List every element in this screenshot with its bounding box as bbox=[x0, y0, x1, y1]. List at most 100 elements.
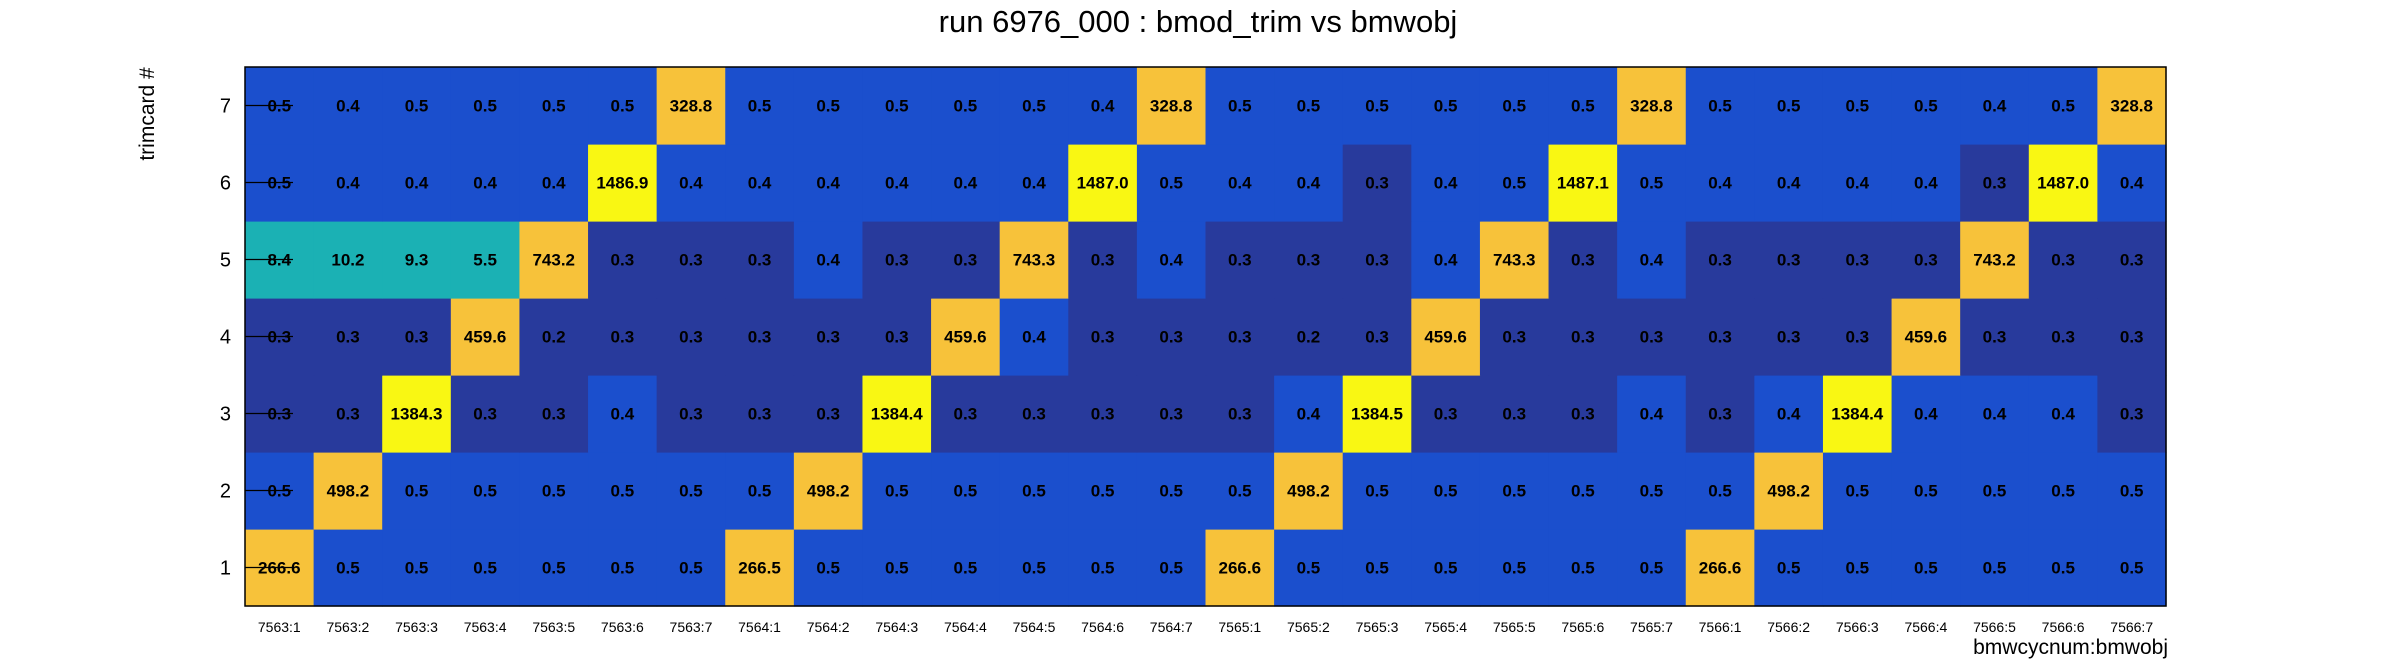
x-axis: 7563:1 7563:2 7563:3 7563:4 7563:5 7563:6 7563… bbox=[258, 619, 2153, 635]
heatmap-cell bbox=[999, 298, 1069, 376]
cell-value-label: 0.3 bbox=[1091, 405, 1115, 424]
cell-value-label: 0.5 bbox=[1777, 97, 1801, 116]
heatmap-cell bbox=[931, 144, 1001, 222]
cell-value-label: 0.5 bbox=[2051, 97, 2075, 116]
heatmap-cell bbox=[1479, 221, 1550, 299]
heatmap-cell bbox=[1548, 529, 1618, 607]
cell-value-label: 0.5 bbox=[1365, 559, 1389, 578]
heatmap-cell bbox=[313, 144, 383, 222]
cell-value-label: 0.3 bbox=[1845, 328, 1869, 347]
heatmap-cell bbox=[1754, 67, 1824, 145]
heatmap-cell bbox=[1891, 144, 1961, 222]
cell-value-label: 0.5 bbox=[611, 97, 635, 116]
cell-value-label: 0.4 bbox=[748, 174, 772, 193]
heatmap-cell bbox=[588, 298, 658, 376]
x-tick-label: 7565:2 bbox=[1287, 619, 1330, 635]
cell-value-label: 0.3 bbox=[611, 251, 635, 270]
heatmap-cell bbox=[725, 298, 795, 376]
heatmap-cell bbox=[656, 144, 726, 222]
heatmap-cell bbox=[1479, 529, 1550, 607]
heatmap-cell bbox=[1205, 67, 1275, 145]
cell-value-label: 0.3 bbox=[1434, 405, 1458, 424]
heatmap-cell bbox=[588, 529, 658, 607]
cell-value-label: 0.5 bbox=[1845, 97, 1869, 116]
heatmap-cell bbox=[2028, 452, 2098, 530]
cell-value-label: 0.5 bbox=[1914, 97, 1938, 116]
cell-value-label: 0.3 bbox=[1845, 251, 1869, 270]
y-tick-label: 2 bbox=[220, 481, 231, 503]
x-tick-label: 7564:3 bbox=[875, 619, 918, 635]
heatmap-cell bbox=[2028, 375, 2098, 453]
cell-value-label: 743.2 bbox=[532, 251, 575, 270]
cell-value-label: 0.5 bbox=[1502, 559, 1526, 578]
cell-value-label: 0.3 bbox=[2120, 328, 2144, 347]
heatmap-cell bbox=[2028, 529, 2098, 607]
heatmap-cell bbox=[1205, 144, 1275, 222]
heatmap-cell bbox=[1068, 298, 1138, 376]
heatmap-cell bbox=[1754, 298, 1824, 376]
cell-value-label: 0.4 bbox=[1228, 174, 1252, 193]
heatmap-cell bbox=[1685, 144, 1755, 222]
cell-value-label: 0.4 bbox=[1159, 251, 1183, 270]
heatmap-cell bbox=[1411, 375, 1481, 453]
cell-value-label: 0.5 bbox=[816, 97, 840, 116]
heatmap-cell bbox=[1342, 529, 1412, 607]
heatmap-cell bbox=[450, 375, 521, 453]
heatmap-cell bbox=[793, 298, 864, 376]
cell-value-label: 0.5 bbox=[542, 559, 566, 578]
cell-value-label: 0.5 bbox=[748, 482, 772, 501]
heatmap-cell bbox=[1960, 298, 2030, 376]
heatmap-cell bbox=[2097, 298, 2167, 376]
heatmap-cell bbox=[1274, 298, 1344, 376]
heatmap-cell bbox=[1685, 452, 1755, 530]
heatmap-cell bbox=[1754, 529, 1824, 607]
x-tick-label: 7563:6 bbox=[601, 619, 644, 635]
heatmap-cell bbox=[313, 298, 383, 376]
heatmap-cell bbox=[1960, 529, 2030, 607]
heatmap-cell bbox=[1205, 298, 1275, 376]
cell-value-label: 0.4 bbox=[885, 174, 909, 193]
cell-value-label: 1487.0 bbox=[2037, 174, 2089, 193]
heatmap-cell bbox=[1548, 221, 1618, 299]
cell-value-label: 0.5 bbox=[2120, 482, 2144, 501]
cell-value-label: 0.5 bbox=[1914, 482, 1938, 501]
heatmap-cell bbox=[2097, 375, 2167, 453]
x-tick-label: 7563:3 bbox=[395, 619, 438, 635]
heatmap-cell bbox=[1617, 529, 1687, 607]
cell-value-label: 0.4 bbox=[1640, 405, 1664, 424]
cell-value-label: 0.3 bbox=[1708, 251, 1732, 270]
cell-value-label: 0.5 bbox=[473, 559, 497, 578]
cell-value-label: 0.5 bbox=[1159, 482, 1183, 501]
cell-value-label: 0.3 bbox=[816, 328, 840, 347]
cell-value-label: 0.3 bbox=[748, 328, 772, 347]
cell-value-label: 0.5 bbox=[885, 559, 909, 578]
cell-value-label: 0.5 bbox=[748, 97, 772, 116]
y-tick-label: 7 bbox=[220, 96, 231, 118]
heatmap-cell bbox=[1136, 529, 1207, 607]
x-tick-label: 7565:5 bbox=[1493, 619, 1536, 635]
heatmap-cell bbox=[725, 221, 795, 299]
heatmap-cell bbox=[656, 375, 726, 453]
x-tick-label: 7566:6 bbox=[2042, 619, 2085, 635]
cell-value-label: 0.5 bbox=[1845, 559, 1869, 578]
cell-value-label: 0.3 bbox=[473, 405, 497, 424]
cell-value-label: 0.3 bbox=[1228, 251, 1252, 270]
cell-value-label: 0.3 bbox=[2120, 405, 2144, 424]
cell-value-label: 1384.4 bbox=[1831, 405, 1884, 424]
cell-value-label: 0.3 bbox=[1708, 405, 1732, 424]
heatmap-cell bbox=[1274, 452, 1344, 530]
cell-value-label: 0.5 bbox=[2120, 559, 2144, 578]
chart-title: run 6976_000 : bmod_trim vs bmwobj bbox=[939, 4, 1458, 39]
heatmap-cell bbox=[931, 375, 1001, 453]
cell-value-label: 0.3 bbox=[1914, 251, 1938, 270]
heatmap-cell bbox=[588, 221, 658, 299]
heatmap-cell bbox=[1685, 67, 1755, 145]
cell-value-label: 0.5 bbox=[405, 482, 429, 501]
heatmap-cell bbox=[1617, 221, 1687, 299]
heatmap-cell bbox=[450, 221, 521, 299]
cell-value-label: 0.5 bbox=[954, 482, 978, 501]
cell-value-label: 498.2 bbox=[327, 482, 370, 501]
heatmap-cell bbox=[1136, 67, 1207, 145]
cell-value-label: 0.5 bbox=[679, 482, 703, 501]
